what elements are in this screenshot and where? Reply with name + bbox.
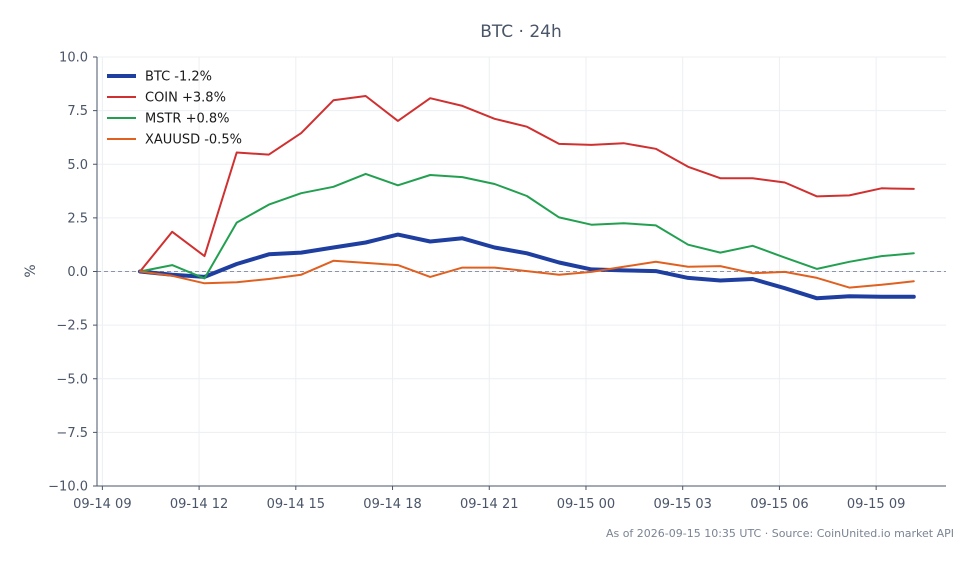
series-line-1 [139, 95, 915, 273]
y-axis-label: % [23, 264, 39, 277]
y-tick-label: −10.0 [48, 480, 88, 495]
legend-entry-2: MSTR +0.8% [145, 112, 230, 127]
x-tick-label: 09-14 09 [73, 497, 131, 512]
x-tick-label: 09-14 21 [460, 497, 518, 512]
series-line-0 [138, 232, 916, 301]
y-tick-label: −2.5 [56, 319, 88, 334]
y-tick-label: −5.0 [56, 372, 88, 387]
legend-entry-3: XAUUSD -0.5% [145, 133, 242, 148]
x-tick-label: 09-14 12 [170, 497, 228, 512]
x-tick-label: 09-15 09 [847, 497, 905, 512]
x-axis-ticks: 09-14 09 09-14 12 09-14 15 09-14 18 09-14 21… [73, 486, 905, 512]
x-tick-label: 09-14 15 [267, 497, 325, 512]
y-tick-label: 7.5 [67, 104, 88, 119]
footer-note: As of 2026-09-15 10:35 UTC · Source: Coi… [606, 527, 954, 540]
legend: BTC -1.2% COIN +3.8% MSTR +0.8% XAUUSD -0.5… [107, 70, 242, 148]
legend-entry-1: COIN +3.8% [145, 91, 226, 106]
y-tick-label: 5.0 [67, 158, 88, 173]
chart-title: BTC · 24h [480, 22, 562, 42]
y-tick-label: 0.0 [67, 265, 88, 280]
series-layer [138, 95, 916, 301]
y-tick-label: 2.5 [67, 211, 88, 226]
y-tick-label: 10.0 [59, 51, 88, 66]
y-axis-ticks: 10.0 7.5 5.0 2.5 0.0 −2.5 −5.0 −7.5 −10.0 [48, 51, 97, 495]
y-tick-label: −7.5 [56, 426, 88, 441]
x-tick-label: 09-15 00 [557, 497, 615, 512]
legend-entry-0: BTC -1.2% [145, 70, 212, 85]
x-tick-label: 09-15 06 [750, 497, 808, 512]
x-tick-label: 09-15 03 [653, 497, 711, 512]
series-line-3 [139, 259, 915, 289]
x-tick-label: 09-14 18 [363, 497, 421, 512]
series-line-2 [139, 172, 915, 280]
